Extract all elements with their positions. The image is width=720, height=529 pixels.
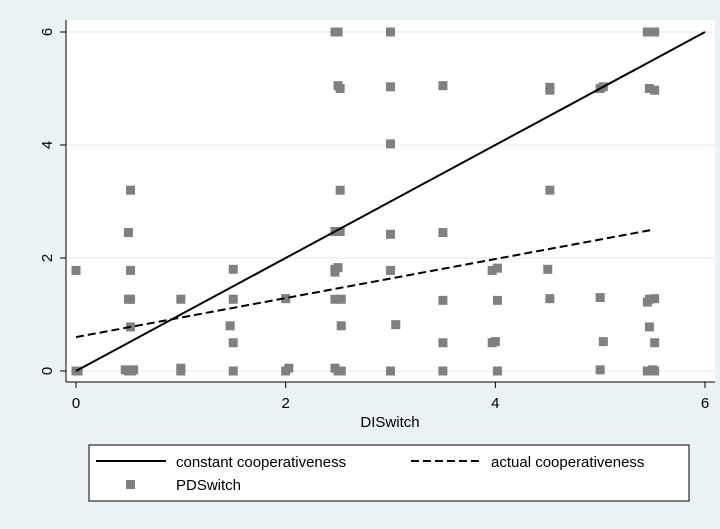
scatter-point-41: [386, 82, 395, 92]
scatter-point-54: [492, 295, 502, 305]
scatter-point-70: [644, 84, 654, 93]
x-axis-label: DISwitch: [360, 414, 419, 431]
scatter-point-50: [438, 338, 448, 348]
scatter-point-33: [330, 267, 340, 277]
scatter-point-18: [225, 321, 235, 331]
scatter-point-68: [642, 27, 652, 37]
x-tick-label-1: 2: [281, 395, 289, 412]
scatter-point-75: [644, 322, 654, 332]
scatter-point-67: [595, 365, 605, 375]
scatter-point-15: [176, 294, 186, 304]
y-tick-label-1: 2: [39, 254, 56, 262]
fit-lines: [75, 31, 706, 372]
y-tick-label-2: 4: [39, 141, 56, 149]
scatter-point-46: [386, 366, 395, 376]
scatter-point-61: [543, 264, 553, 274]
scatter-point-62: [545, 294, 555, 304]
scatter-point-53: [492, 263, 502, 273]
scatter-point-47: [438, 81, 448, 91]
scatter-point-14: [176, 363, 186, 373]
dashed-line-1: [75, 228, 653, 339]
scatter-point-40: [386, 27, 395, 37]
scatter-point-66: [598, 337, 608, 347]
scatter-point-19: [228, 338, 238, 348]
x-tick-label-0: 0: [72, 395, 80, 412]
scatter-point-69: [650, 27, 660, 37]
scatter-point-4: [123, 228, 133, 238]
y-tick-label-3: 6: [39, 28, 56, 36]
scatter-point-9: [129, 365, 139, 375]
scatter-point-73: [650, 294, 660, 304]
scatter-point-59: [545, 85, 555, 95]
scatter-point-51: [438, 366, 448, 376]
scatter-point-28: [335, 185, 345, 195]
scatter-point-49: [438, 295, 448, 305]
scatter-point-45: [391, 320, 401, 330]
scatter-point-77: [642, 366, 652, 376]
legend-box: [88, 444, 690, 502]
scatter-point-42: [386, 139, 395, 149]
scatter-point-34: [330, 294, 340, 304]
x-tick-label-2: 4: [491, 395, 499, 412]
scatter-point-16: [228, 264, 238, 274]
scatter-point-32: [333, 263, 343, 273]
scatter-point-11: [126, 265, 136, 275]
scatter-point-48: [438, 228, 448, 238]
scatter-point-0: [71, 265, 81, 275]
scatter-point-23: [284, 363, 294, 373]
solid-line-0: [75, 31, 706, 372]
scatter-point-6: [126, 294, 136, 304]
scatter-point-79: [650, 366, 660, 376]
scatter-point-65: [595, 293, 605, 303]
legend-label-pdswitch: PDSwitch: [176, 477, 241, 494]
x-tick-label-3: 6: [701, 395, 709, 412]
scatter-point-74: [642, 297, 652, 307]
legend: constant cooperativeness actual cooperat…: [88, 444, 690, 502]
scatter-point-57: [492, 366, 502, 376]
scatter-point-12: [126, 185, 136, 195]
scatter-point-56: [490, 337, 500, 347]
scatter-point-43: [386, 229, 395, 239]
scatter-point-21: [281, 294, 291, 304]
scatter-point-36: [336, 321, 346, 331]
scatter-point-39: [336, 366, 346, 376]
scatter-point-35: [336, 294, 346, 304]
scatter-point-20: [228, 366, 238, 376]
scatter-point-60: [545, 185, 555, 195]
y-tick-label-0: 0: [39, 367, 56, 375]
legend-marker-swatch: [126, 480, 135, 489]
scatter-point-52: [487, 265, 497, 275]
scatter-point-17: [228, 294, 238, 304]
scatter-point-27: [335, 84, 345, 93]
scatter-point-71: [650, 85, 660, 95]
scatter-point-44: [386, 265, 395, 275]
legend-label-actual: actual cooperativeness: [491, 454, 644, 471]
axes: 0 2 4 6 0 2 4 6: [39, 20, 715, 412]
scatter-point-25: [333, 27, 343, 37]
scatter-point-76: [650, 338, 660, 348]
legend-label-constant: constant cooperativeness: [176, 454, 346, 471]
scatter-point-30: [335, 226, 345, 236]
